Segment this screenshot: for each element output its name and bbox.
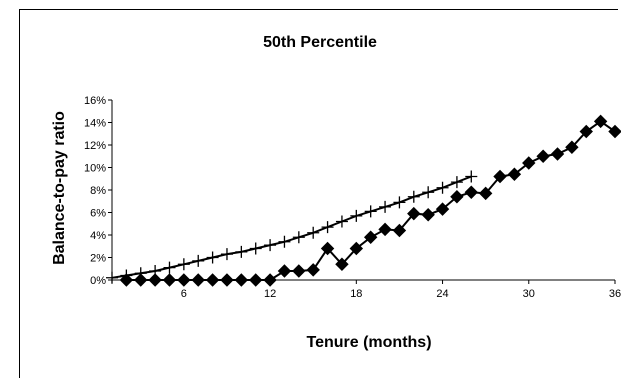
series-1-point-9: [235, 245, 248, 258]
series-0-point-34: [608, 124, 621, 139]
series-0-point-3: [162, 273, 177, 287]
series-0-point-5: [191, 273, 205, 287]
series-1-point-22: [422, 186, 435, 199]
series-1-point-18: [364, 205, 377, 218]
series-1-point-10: [249, 242, 262, 255]
y-tick-label-3: 6%: [90, 208, 106, 220]
series-1-point-7: [206, 251, 219, 264]
series-0-point-8: [234, 273, 249, 287]
y-tick-label-0: 0%: [90, 275, 106, 287]
series-0-point-11: [277, 264, 292, 278]
x-tick-label-0: 6: [181, 288, 187, 300]
x-tick-label-5: 36: [609, 288, 621, 300]
series-0-point-24: [464, 185, 478, 199]
series-1-point-13: [292, 231, 305, 244]
ticks: 0% 2% 4% 6% 8% 10% 12% 14% 16% 6 12 18 24 30 36: [84, 95, 621, 300]
series-1-point-17: [350, 209, 363, 222]
series-0-point-14: [320, 241, 335, 256]
series-0-point-25: [478, 186, 493, 201]
series-0-point-32: [579, 124, 593, 139]
series-1-point-23: [436, 181, 449, 194]
series: [106, 114, 621, 287]
series-1-point-2: [134, 267, 147, 280]
series-0-point-19: [392, 223, 407, 238]
series-0-point-1: [134, 273, 148, 287]
y-tick-label-1: 2%: [90, 253, 106, 265]
x-tick-label-1: 12: [264, 288, 276, 300]
series-1-line: [111, 175, 472, 279]
series-0-point-10: [263, 273, 277, 287]
series-1-point-12: [278, 235, 291, 248]
x-axis-title: Tenure (months): [306, 334, 431, 351]
series-0-point-33: [593, 114, 608, 129]
series-1-point-5: [177, 258, 190, 271]
y-tick-label-5: 10%: [84, 163, 106, 175]
x-tick-label-2: 18: [350, 288, 362, 300]
y-tick-label-7: 14%: [84, 118, 106, 130]
series-0-point-9: [249, 273, 263, 287]
series-1-point-14: [307, 226, 320, 239]
series-1-point-11: [264, 239, 277, 252]
series-0-point-21: [421, 208, 435, 222]
series-0-line: [126, 120, 616, 281]
series-1-point-1: [120, 269, 133, 282]
series-0-point-31: [565, 140, 579, 154]
series-0-point-7: [220, 273, 234, 287]
series-0-point-12: [292, 264, 306, 278]
y-axis-title: Balance-to-pay ratio: [51, 111, 68, 265]
y-tick-label-2: 4%: [90, 230, 106, 242]
series-1-point-4: [163, 261, 176, 274]
series-0-point-16: [349, 241, 364, 256]
series-1-point-8: [220, 248, 233, 261]
x-tick-label-4: 30: [523, 288, 535, 300]
series-0-point-28: [522, 156, 536, 170]
series-1-point-20: [393, 196, 406, 209]
series-1-point-3: [149, 265, 162, 277]
series-1-point-21: [407, 190, 420, 203]
series-1-point-6: [192, 254, 205, 267]
series-0-point-2: [148, 273, 162, 287]
series-1-point-15: [321, 221, 334, 234]
series-0-point-22: [435, 202, 450, 216]
chart-title: 50th Percentile: [263, 34, 377, 51]
series-0-point-29: [536, 149, 550, 163]
series-0-point-30: [550, 147, 565, 161]
series-1-point-16: [335, 215, 348, 228]
series-1-point-24: [450, 176, 463, 189]
y-tick-label-4: 8%: [90, 185, 106, 197]
series-0-point-17: [363, 230, 378, 244]
series-1-point-25: [465, 170, 478, 183]
series-1-point-0: [106, 271, 118, 284]
series-0-point-20: [407, 206, 421, 221]
series-0-point-23: [450, 190, 464, 204]
series-0-point-26: [493, 169, 507, 184]
y-tick-label-8: 16%: [84, 95, 106, 107]
x-tick-label-3: 24: [436, 288, 448, 300]
series-0-point-15: [335, 257, 349, 271]
series-0-point-27: [507, 167, 522, 181]
chart-frame: [19, 9, 618, 378]
series-0-point-13: [306, 263, 320, 277]
series-0-point-18: [378, 222, 392, 237]
y-tick-label-6: 12%: [84, 140, 106, 152]
series-0-point-6: [205, 273, 220, 287]
series-0-point-4: [177, 273, 191, 287]
series-1-point-19: [379, 200, 392, 213]
